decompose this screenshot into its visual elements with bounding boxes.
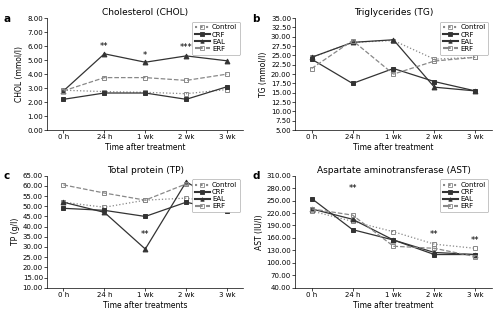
Text: **: ** (348, 184, 357, 193)
X-axis label: Time after treatment: Time after treatment (353, 143, 434, 152)
X-axis label: Time after treatments: Time after treatments (103, 301, 188, 310)
Text: a: a (4, 14, 11, 24)
Title: Triglycerides (TG): Triglycerides (TG) (354, 8, 433, 17)
Title: Total protein (TP): Total protein (TP) (107, 166, 184, 175)
Y-axis label: AST (IU/l): AST (IU/l) (254, 214, 264, 250)
Title: Cholesterol (CHOL): Cholesterol (CHOL) (102, 8, 188, 17)
Legend: Control, CRF, EAL, ERF: Control, CRF, EAL, ERF (440, 179, 488, 212)
Legend: Control, CRF, EAL, ERF: Control, CRF, EAL, ERF (192, 22, 240, 55)
Legend: Control, CRF, EAL, ERF: Control, CRF, EAL, ERF (440, 22, 488, 55)
X-axis label: Time after treatment: Time after treatment (353, 301, 434, 310)
Text: *: * (225, 49, 229, 58)
Y-axis label: TG (mmol/l): TG (mmol/l) (259, 52, 268, 97)
Title: Aspartate aminotransferase (AST): Aspartate aminotransferase (AST) (316, 166, 470, 175)
Text: **: ** (141, 230, 150, 239)
Text: b: b (252, 14, 260, 24)
Text: *: * (143, 51, 148, 60)
Text: **: ** (430, 230, 438, 239)
Text: d: d (252, 171, 260, 181)
Y-axis label: CHOL (mmol/l): CHOL (mmol/l) (16, 46, 24, 102)
Text: ***: *** (180, 44, 192, 52)
Legend: Control, CRF, EAL, ERF: Control, CRF, EAL, ERF (192, 179, 240, 212)
Text: **: ** (100, 42, 108, 51)
Y-axis label: TP (g/l): TP (g/l) (11, 218, 20, 245)
Text: **: ** (471, 236, 480, 245)
X-axis label: Time after treatment: Time after treatment (105, 143, 186, 152)
Text: c: c (4, 171, 10, 181)
